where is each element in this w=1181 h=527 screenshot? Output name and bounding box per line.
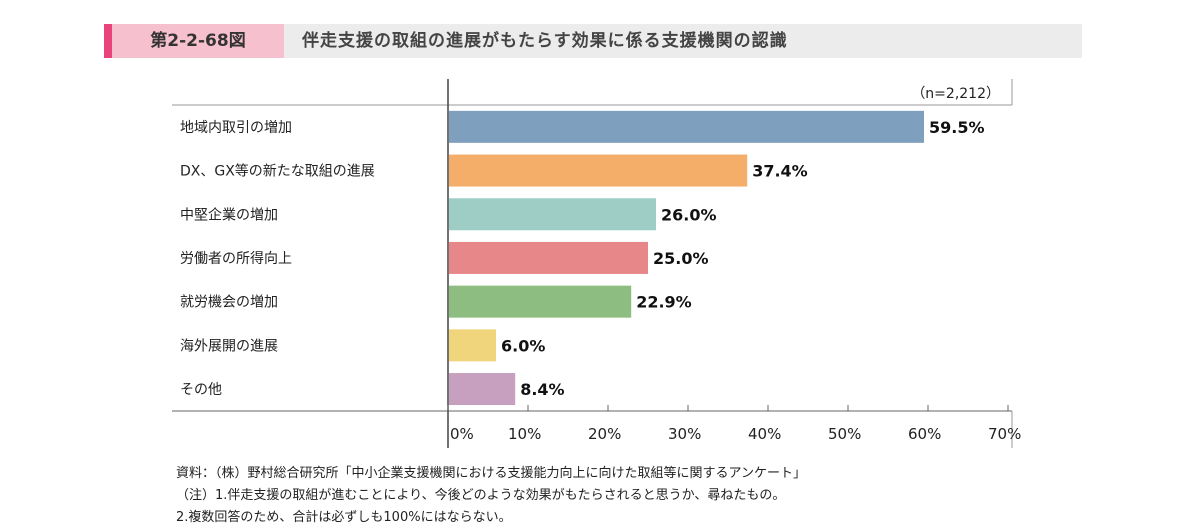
x-tick-label: 10% (508, 425, 541, 443)
figure-header: 第2-2-68図 伴走支援の取組の進展がもたらす効果に係る支援機関の認識 (104, 24, 1082, 58)
source-note: 資料：（株）野村総合研究所「中小企業支援機関における支援能力向上に向けた取組等に… (176, 466, 806, 481)
bar (449, 373, 516, 406)
bar (449, 285, 632, 318)
bar-value-label: 26.0% (661, 205, 717, 224)
bar-value-label: 37.4% (752, 162, 808, 181)
note-2: 2.複数回答のため、合計は必ずしも100%にはならない。 (176, 510, 512, 525)
value-labels: 59.5% 37.4% 26.0% 25.0% 22.9% 6.0% 8.4% (501, 118, 985, 399)
bar-value-label: 59.5% (929, 118, 985, 137)
category-label: 中堅企業の増加 (180, 206, 278, 223)
bar (449, 154, 748, 187)
x-tick-label: 70% (988, 425, 1021, 443)
bar (449, 198, 656, 231)
category-label: その他 (180, 382, 222, 398)
category-label: 海外展開の進展 (180, 338, 278, 354)
category-label: 地域内取引の増加 (180, 120, 292, 136)
bar-value-label: 25.0% (653, 249, 709, 268)
note-1: （注）1.伴走支援の取組が進むことにより、今後どのような効果がもたらされると思う… (176, 488, 786, 503)
category-labels: 地域内取引の増加 DX、GX等の新たな取組の進展中堅企業の増加労働者の所得向上就労… (180, 120, 375, 398)
category-label: 就労機会の増加 (180, 295, 278, 311)
x-tick-label: 0% (450, 425, 474, 443)
bar (449, 110, 924, 143)
sample-size-label: （n=2,212） (911, 86, 1000, 102)
bars (449, 110, 924, 406)
figure-number: 第2-2-68図 (112, 24, 284, 58)
bar (449, 329, 496, 362)
category-label: 労働者の所得向上 (180, 250, 292, 267)
bar-value-label: 22.9% (636, 293, 692, 312)
header-accent-stripe (104, 24, 112, 58)
x-tick-label: 50% (828, 425, 861, 443)
x-axis: 0% 10% 20% 30% 40% 50% 60% 70% (447, 405, 1021, 443)
bar (449, 241, 648, 274)
chart-frame: （n=2,212） (172, 79, 1013, 448)
x-tick-label: 60% (908, 425, 941, 443)
category-label: DX、GX等の新たな取組の進展 (180, 163, 375, 180)
figure-title: 伴走支援の取組の進展がもたらす効果に係る支援機関の認識 (302, 31, 788, 51)
x-tick-label: 40% (748, 425, 781, 443)
x-tick-label: 20% (588, 425, 621, 443)
bar-value-label: 6.0% (501, 336, 545, 355)
bar-value-label: 8.4% (520, 380, 564, 399)
x-tick-label: 30% (668, 425, 701, 443)
